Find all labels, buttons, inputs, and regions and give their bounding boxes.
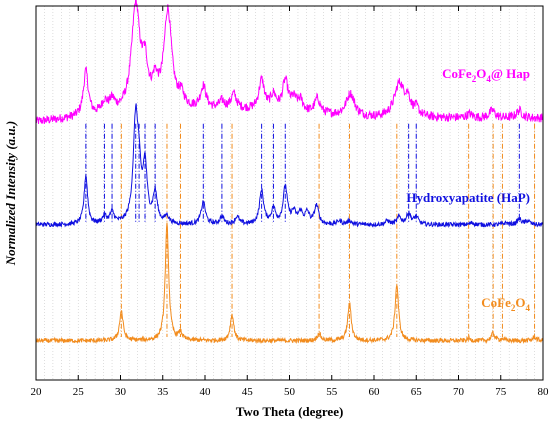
x-tick-label: 60 <box>369 386 381 398</box>
label-hydroxyapatite: Hydroxyapatite (HaP) <box>406 190 530 205</box>
x-tick-label: 30 <box>115 386 127 398</box>
y-axis-title: Normalized Intensity (a.u.) <box>3 121 18 266</box>
reference-lines <box>85 123 536 337</box>
x-tick-label: 45 <box>242 386 254 398</box>
x-axis-ticks: 20 25 30 35 40 45 50 55 60 65 70 75 80 <box>31 6 550 398</box>
x-tick-label: 50 <box>284 386 296 398</box>
series-line-1 <box>35 103 544 228</box>
x-tick-label: 75 <box>495 386 507 398</box>
series-labels: CoFe2O4@ Hap Hydroxyapatite (HaP) CoFe2O4 <box>406 66 530 313</box>
series-line-2 <box>35 222 544 345</box>
label-cofe2o4-hap: CoFe2O4@ Hap <box>442 66 530 84</box>
series-lines <box>35 0 544 345</box>
series-line-0 <box>35 0 544 124</box>
x-tick-label: 55 <box>326 386 338 398</box>
x-tick-label: 65 <box>411 386 423 398</box>
x-axis-title: Two Theta (degree) <box>236 404 344 419</box>
x-tick-label: 25 <box>73 386 85 398</box>
x-tick-label: 35 <box>157 386 169 398</box>
x-tick-label: 70 <box>453 386 465 398</box>
x-tick-label: 80 <box>538 386 550 398</box>
x-tick-label: 40 <box>200 386 212 398</box>
vertical-grid <box>44 6 535 380</box>
x-tick-label: 20 <box>31 386 43 398</box>
label-cofe2o4: CoFe2O4 <box>481 295 530 313</box>
